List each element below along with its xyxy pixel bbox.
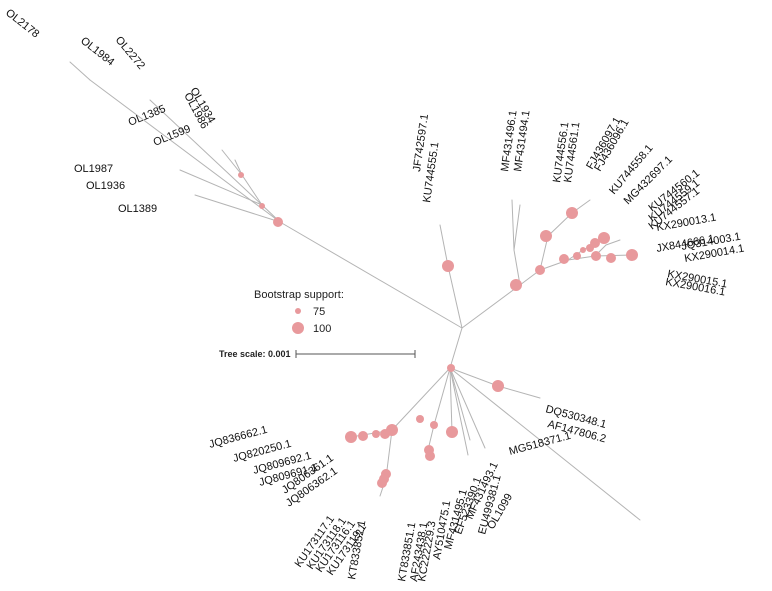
branch-4 xyxy=(221,149,243,176)
tip-label-8: OL1936 xyxy=(86,180,125,192)
bootstrap-node-4 xyxy=(510,279,522,291)
branch-9 xyxy=(179,169,263,206)
branch-7 xyxy=(69,61,91,81)
tree-branches xyxy=(69,61,641,521)
bootstrap-node-19 xyxy=(345,431,357,443)
tip-label-0: OL2178 xyxy=(3,7,41,41)
bootstrap-node-15 xyxy=(606,253,616,263)
bootstrap-node-23 xyxy=(386,424,398,436)
branch-5 xyxy=(149,99,263,206)
bootstrap-node-14 xyxy=(591,251,601,261)
bootstrap-node-21 xyxy=(372,430,380,438)
branch-22 xyxy=(513,249,521,286)
branch-38 xyxy=(449,367,471,441)
tip-label-2: OL2272 xyxy=(113,34,147,72)
bootstrap-node-8 xyxy=(559,254,569,264)
bootstrap-node-17 xyxy=(492,380,504,392)
tip-label-7: OL1987 xyxy=(74,163,113,175)
bootstrap-node-10 xyxy=(580,247,586,253)
bootstrap-node-25 xyxy=(430,421,438,429)
branch-10 xyxy=(461,284,521,329)
branch-6 xyxy=(89,79,281,223)
bootstrap-legend: Bootstrap support: 75 100 xyxy=(254,289,344,335)
bootstrap-node-18 xyxy=(447,364,455,372)
branch-39 xyxy=(449,367,486,449)
legend-marker-100 xyxy=(292,322,304,334)
legend-marker-75 xyxy=(295,308,301,314)
bootstrap-node-5 xyxy=(535,265,545,275)
branch-8 xyxy=(194,194,281,223)
tip-label-6: OL1599 xyxy=(152,123,193,149)
branch-25 xyxy=(447,265,463,329)
tree-scale: Tree scale: 0.001 xyxy=(219,349,416,359)
bootstrap-nodes xyxy=(238,172,638,488)
bootstrap-node-3 xyxy=(442,260,454,272)
bootstrap-node-24 xyxy=(416,415,424,423)
bootstrap-node-0 xyxy=(238,172,244,178)
branch-2 xyxy=(241,174,263,206)
bootstrap-node-13 xyxy=(598,232,610,244)
branch-24 xyxy=(513,204,521,251)
branch-13 xyxy=(567,255,596,261)
branch-37 xyxy=(449,367,453,433)
bootstrap-node-28 xyxy=(425,451,435,461)
branch-16 xyxy=(605,239,621,246)
branch-35 xyxy=(433,367,451,426)
bootstrap-node-1 xyxy=(259,203,265,209)
tip-label-5: OL1385 xyxy=(127,103,168,129)
bootstrap-node-31 xyxy=(377,478,387,488)
branch-23 xyxy=(511,199,515,251)
branch-31 xyxy=(391,367,451,431)
bootstrap-node-16 xyxy=(626,249,638,261)
tip-label-9: OL1389 xyxy=(118,203,157,215)
branch-0 xyxy=(279,221,463,329)
tip-label-1: OL1984 xyxy=(78,35,116,69)
legend-label-75: 75 xyxy=(313,306,325,318)
branch-29 xyxy=(497,385,541,399)
bootstrap-node-26 xyxy=(446,426,458,438)
bootstrap-node-9 xyxy=(573,252,581,260)
bootstrap-node-7 xyxy=(566,207,578,219)
bootstrap-node-20 xyxy=(358,431,368,441)
branch-30 xyxy=(449,367,641,521)
scale-label: Tree scale: 0.001 xyxy=(219,349,291,359)
bootstrap-node-12 xyxy=(590,238,600,248)
branch-26 xyxy=(439,224,449,267)
bootstrap-node-6 xyxy=(540,230,552,242)
branch-27 xyxy=(449,327,463,369)
tip-labels: OL2178OL1984OL2272OL1934OL1986OL1385OL15… xyxy=(3,7,745,583)
branch-40 xyxy=(449,367,469,456)
bootstrap-node-2 xyxy=(273,217,283,227)
branch-28 xyxy=(449,367,499,387)
legend-label-100: 100 xyxy=(313,323,331,335)
legend-title: Bootstrap support: xyxy=(254,289,344,301)
